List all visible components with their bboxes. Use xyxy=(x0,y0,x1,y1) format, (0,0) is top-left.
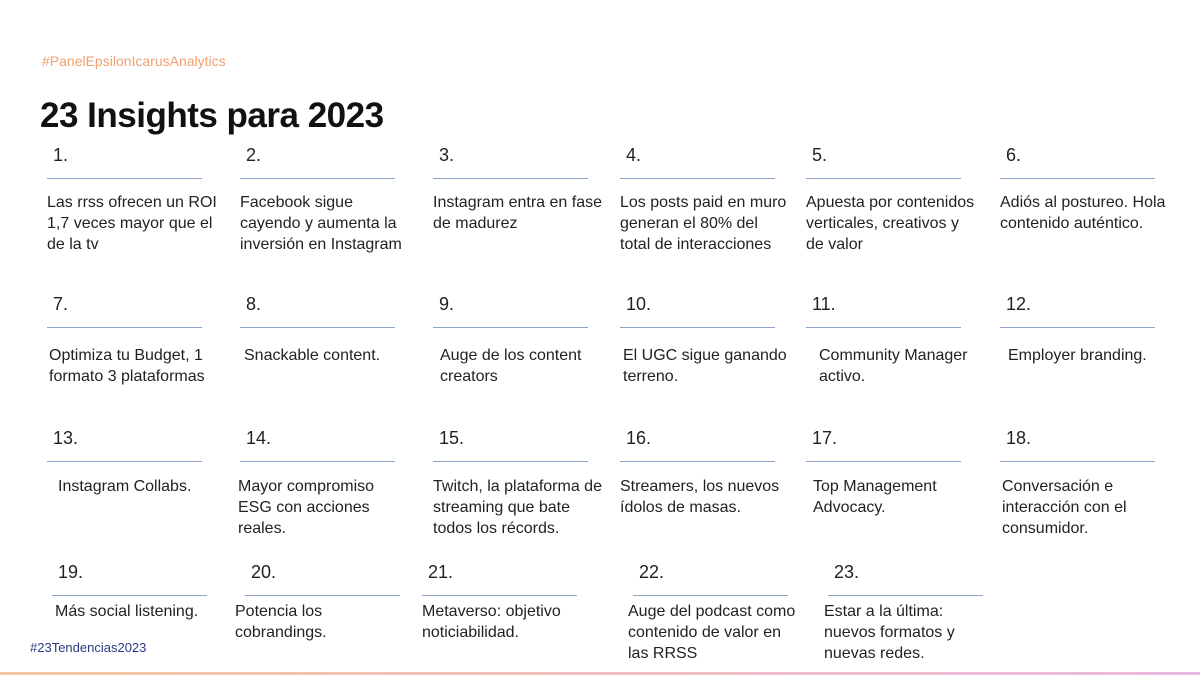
item-text: Employer branding. xyxy=(1008,347,1147,364)
divider xyxy=(240,461,395,462)
divider xyxy=(433,461,588,462)
item-text: Auge de los content creators xyxy=(440,347,582,385)
item-text: Las rrss ofrecen un ROI 1,7 veces mayor … xyxy=(47,194,217,253)
item-text: Instagram entra en fase de madurez xyxy=(433,194,602,232)
item-number: 5. xyxy=(812,145,828,165)
item-text: Snackable content. xyxy=(244,347,381,364)
item-text: Mayor compromiso ESG con acciones reales… xyxy=(238,478,375,537)
item-number: 1. xyxy=(53,145,69,165)
item-text: Estar a la última: nuevos formatos y nue… xyxy=(824,603,955,662)
item-text: Potencia los cobrandings. xyxy=(235,603,327,641)
item-text: Top Management Advocacy. xyxy=(813,478,937,516)
item-number: 10. xyxy=(626,294,652,314)
divider xyxy=(240,327,395,328)
item-number: 23. xyxy=(834,562,860,582)
footer-tag: #23Tendencias2023 xyxy=(30,640,147,655)
item-number: 2. xyxy=(246,145,262,165)
divider xyxy=(47,178,202,179)
item-number: 17. xyxy=(812,428,838,448)
item-text: Optimiza tu Budget, 1 formato 3 platafor… xyxy=(49,347,205,385)
item-text: El UGC sigue ganando terreno. xyxy=(623,347,787,385)
divider xyxy=(433,327,588,328)
divider xyxy=(806,327,961,328)
divider xyxy=(433,178,588,179)
divider xyxy=(1000,461,1155,462)
item-text: Adiós al postureo. Hola contenido autént… xyxy=(1000,194,1166,232)
item-number: 16. xyxy=(626,428,652,448)
divider xyxy=(47,327,202,328)
item-text: Apuesta por contenidos verticales, creat… xyxy=(806,194,975,253)
item-number: 3. xyxy=(439,145,455,165)
divider xyxy=(422,595,577,596)
item-text: Community Manager activo. xyxy=(819,347,968,385)
item-text: Conversación e interacción con el consum… xyxy=(1002,478,1127,537)
divider xyxy=(633,595,788,596)
item-number: 18. xyxy=(1006,428,1032,448)
item-number: 4. xyxy=(626,145,642,165)
item-text: Streamers, los nuevos ídolos de masas. xyxy=(620,478,780,516)
item-text: Facebook sigue cayendo y aumenta la inve… xyxy=(240,194,402,253)
header-tag: #PanelEpsilonIcarusAnalytics xyxy=(42,53,226,69)
divider xyxy=(1000,327,1155,328)
divider xyxy=(620,327,775,328)
slide-title: 23 Insights para 2023 xyxy=(40,96,384,135)
divider xyxy=(620,178,775,179)
divider xyxy=(620,461,775,462)
item-text: Instagram Collabs. xyxy=(58,478,192,495)
divider xyxy=(245,595,400,596)
item-number: 11. xyxy=(812,294,836,314)
item-number: 21. xyxy=(428,562,454,582)
item-number: 6. xyxy=(1006,145,1022,165)
item-text: Auge del podcast como contenido de valor… xyxy=(628,603,796,662)
divider xyxy=(240,178,395,179)
item-number: 22. xyxy=(639,562,665,582)
item-text: Metaverso: objetivo noticiabilidad. xyxy=(422,603,561,641)
item-number: 8. xyxy=(246,294,262,314)
item-number: 20. xyxy=(251,562,277,582)
item-number: 7. xyxy=(53,294,69,314)
item-number: 19. xyxy=(58,562,84,582)
bottom-bar xyxy=(0,672,1200,675)
divider xyxy=(806,461,961,462)
divider xyxy=(47,461,202,462)
divider xyxy=(1000,178,1155,179)
item-text: Más social listening. xyxy=(55,603,199,620)
item-text: Twitch, la plataforma de streaming que b… xyxy=(433,478,602,537)
item-number: 13. xyxy=(53,428,79,448)
divider xyxy=(52,595,207,596)
item-text: Los posts paid en muro generan el 80% de… xyxy=(620,194,787,253)
item-number: 12. xyxy=(1006,294,1032,314)
divider xyxy=(806,178,961,179)
item-number: 14. xyxy=(246,428,272,448)
item-number: 15. xyxy=(439,428,465,448)
item-number: 9. xyxy=(439,294,455,314)
divider xyxy=(828,595,983,596)
